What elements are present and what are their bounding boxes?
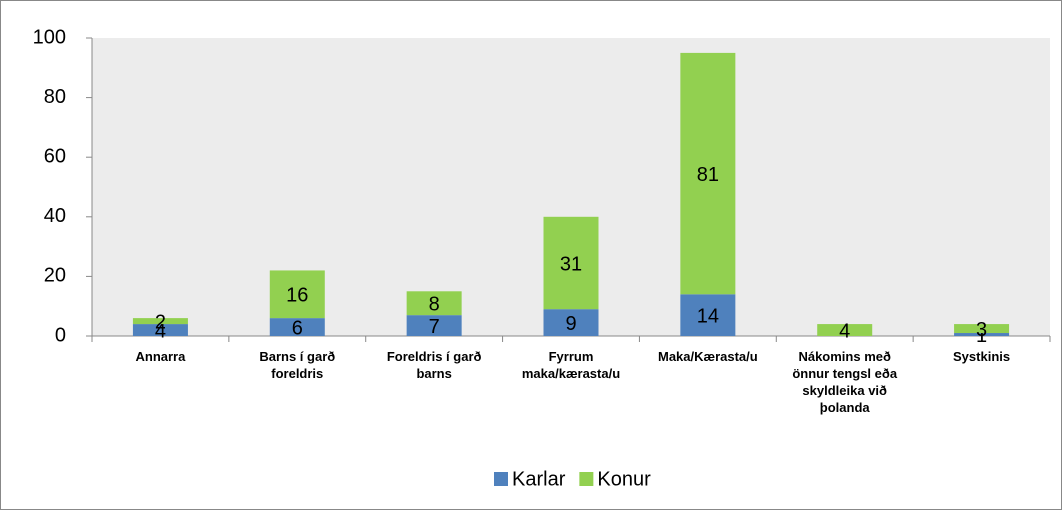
data-label: 31 xyxy=(560,253,582,275)
y-tick-label: 20 xyxy=(44,265,66,287)
legend-swatch xyxy=(494,472,508,486)
x-tick-label: Annarra xyxy=(135,349,186,364)
bar-segment xyxy=(543,216,599,310)
data-label: 6 xyxy=(292,317,303,339)
bar-segment xyxy=(680,294,736,336)
legend-swatch xyxy=(579,472,594,486)
x-tick-label: Nákomins með önnur tengsl eða skyldleika… xyxy=(792,349,898,415)
data-label: 8 xyxy=(429,294,440,316)
x-tick-label: Barns í garð foreldris xyxy=(259,349,336,381)
bar-segment xyxy=(954,333,1010,336)
bar-segment xyxy=(269,318,325,336)
data-label: 4 xyxy=(155,320,166,342)
bar-segment xyxy=(406,315,462,336)
data-label: 2 xyxy=(155,311,166,333)
x-tick-label: Systkinis xyxy=(953,349,1011,364)
x-tick-label: Maka/Kærasta/u xyxy=(657,349,758,364)
bar-segment xyxy=(132,324,188,336)
y-tick-label: 80 xyxy=(44,86,66,108)
data-label: 4 xyxy=(839,320,850,342)
y-tick-label: 60 xyxy=(44,145,66,167)
bar-segment xyxy=(543,309,599,336)
bar-segment xyxy=(132,318,188,325)
data-label: 14 xyxy=(697,305,719,327)
y-tick-label: 0 xyxy=(55,324,66,346)
data-label: 7 xyxy=(429,316,440,338)
legend-label: Konur xyxy=(597,468,651,490)
x-tick-label: Fyrrum maka/kærasta/u xyxy=(521,349,621,381)
y-tick-label: 100 xyxy=(33,26,66,48)
data-label: 3 xyxy=(976,319,987,341)
bar-segment xyxy=(817,324,873,336)
x-tick-label: Foreldris í garð barns xyxy=(386,349,482,381)
data-label: 9 xyxy=(565,313,576,335)
data-label: 16 xyxy=(286,285,308,307)
bar-segment xyxy=(406,291,462,316)
data-label: 1 xyxy=(976,325,987,347)
bar-segment xyxy=(954,324,1010,334)
data-label: 81 xyxy=(697,164,719,186)
bar-segment xyxy=(269,270,325,319)
y-tick-label: 40 xyxy=(44,205,66,227)
legend-label: Karlar xyxy=(512,468,566,490)
bar-segment xyxy=(680,52,736,295)
